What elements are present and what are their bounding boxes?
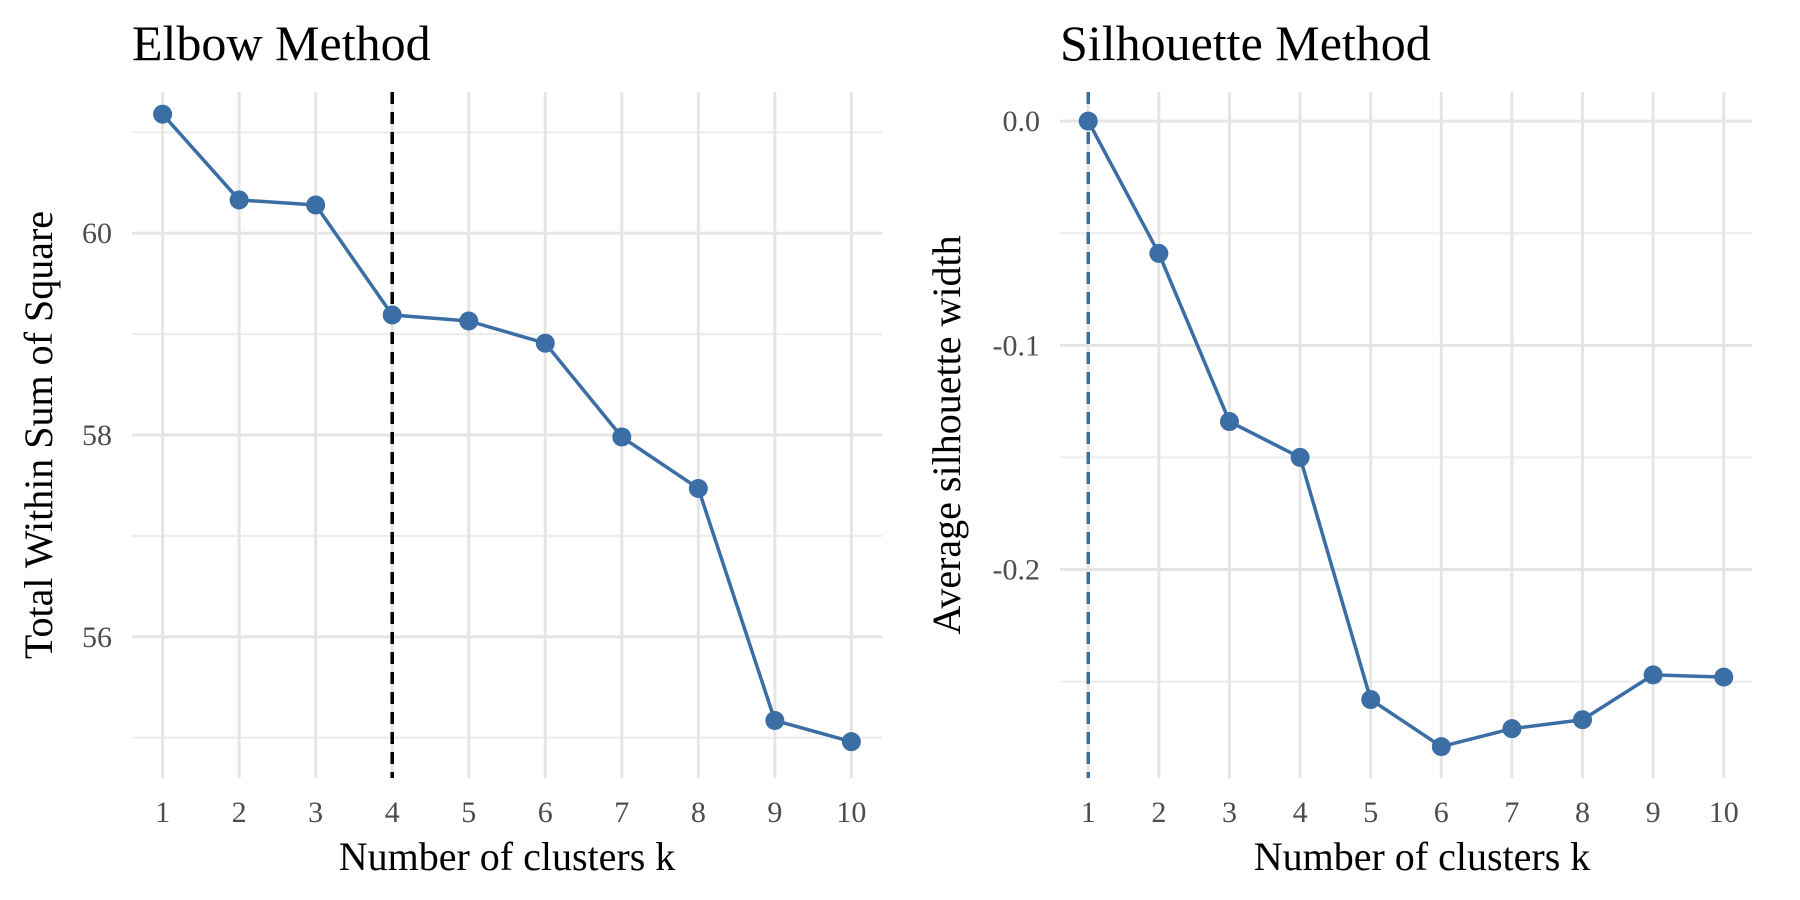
elbow-x-tick-label: 9 [767, 796, 782, 829]
silhouette-x-tick-label: 5 [1363, 796, 1378, 829]
elbow-y-tick-label: 60 [82, 217, 112, 250]
elbow-series-line [161, 113, 852, 744]
silhouette-series-line [1086, 120, 1724, 749]
elbow-title: Elbow Method [132, 15, 431, 71]
elbow-x-tick-label: 2 [232, 796, 247, 829]
silhouette-x-tick-label: 10 [1709, 796, 1739, 829]
silhouette-data-point [1290, 447, 1310, 467]
elbow-x-axis-label: Number of clusters k [339, 834, 676, 879]
elbow-x-tick-label: 7 [614, 796, 629, 829]
silhouette-data-point [1219, 412, 1239, 432]
elbow-data-point [765, 710, 785, 730]
silhouette-x-tick-label: 2 [1151, 796, 1166, 829]
silhouette-y-tick-label: 0.0 [1003, 105, 1041, 138]
elbow-data-point [153, 104, 173, 124]
silhouette-x-axis-label: Number of clusters k [1254, 834, 1591, 879]
silhouette-data-point [1502, 719, 1522, 739]
elbow-x-tick-label: 1 [155, 796, 170, 829]
silhouette-x-tick-label: 6 [1434, 796, 1449, 829]
silhouette-x-tick-label: 1 [1081, 796, 1096, 829]
silhouette-data-point [1361, 690, 1381, 710]
elbow-data-point [306, 195, 326, 215]
elbow-x-tick-label: 4 [385, 796, 400, 829]
elbow-x-tick-label: 8 [691, 796, 706, 829]
silhouette-title: Silhouette Method [1060, 15, 1431, 71]
elbow-x-tick-label: 6 [538, 796, 553, 829]
elbow-data-point [229, 190, 249, 210]
silhouette-data-point [1078, 111, 1098, 131]
silhouette-x-tick-label: 7 [1504, 796, 1519, 829]
silhouette-x-tick-label: 4 [1293, 796, 1308, 829]
elbow-x-tick-label: 3 [308, 796, 323, 829]
elbow-x-tick-label: 5 [461, 796, 476, 829]
silhouette-data-point [1643, 665, 1663, 685]
elbow-data-point [612, 427, 632, 447]
elbow-data-point [382, 305, 402, 325]
silhouette-y-tick-label: -0.2 [993, 554, 1041, 587]
elbow-y-tick-label: 58 [82, 419, 112, 452]
silhouette-x-tick-label: 8 [1575, 796, 1590, 829]
silhouette-x-tick-label: 9 [1646, 796, 1661, 829]
silhouette-y-axis-label: Average silhouette width [924, 235, 969, 634]
elbow-data-point [688, 478, 708, 498]
elbow-x-tick-label: 10 [836, 796, 866, 829]
silhouette-panel: 0.0 -0.1 -0.2 1 2 3 4 5 6 7 8 9 10 Silhouette Method… [924, 15, 1752, 879]
silhouette-y-tick-label: -0.1 [993, 329, 1041, 362]
silhouette-data-point [1149, 243, 1169, 263]
silhouette-x-tick-label: 3 [1222, 796, 1237, 829]
silhouette-data-point [1431, 737, 1451, 757]
elbow-data-point [841, 732, 861, 752]
silhouette-data-point [1714, 667, 1734, 687]
elbow-data-point [459, 311, 479, 331]
silhouette-data-point [1573, 710, 1593, 730]
elbow-data-point [535, 333, 555, 353]
elbow-y-tick-label: 56 [82, 621, 112, 654]
elbow-y-axis-label: Total Within Sum of Square [16, 211, 61, 659]
